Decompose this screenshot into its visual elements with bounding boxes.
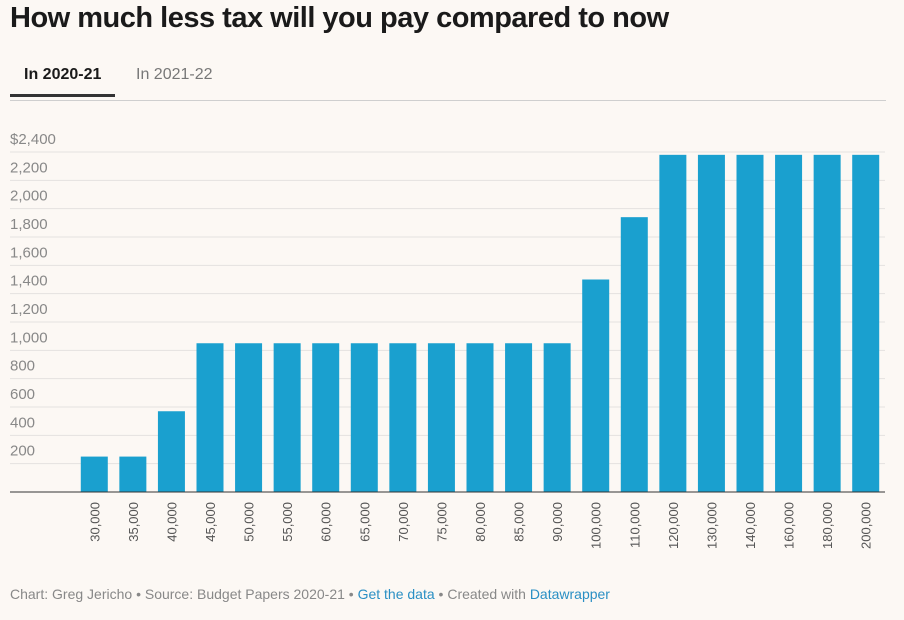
x-tick-label: 85,000 — [512, 502, 527, 542]
x-tick-label: 50,000 — [242, 502, 257, 542]
x-tick-label: 100,000 — [589, 502, 604, 549]
bar — [389, 343, 417, 492]
footer: Chart: Greg Jericho • Source: Budget Pap… — [10, 586, 610, 602]
bar — [273, 343, 301, 492]
bar — [350, 343, 378, 492]
y-tick-label: 1,600 — [10, 244, 48, 261]
x-tick-label: 200,000 — [859, 502, 874, 549]
tab[interactable]: In 2021-22 — [136, 66, 213, 83]
bar — [505, 343, 533, 492]
bar — [80, 456, 108, 492]
bar — [543, 343, 571, 492]
bar — [736, 154, 764, 493]
source: Source: Budget Papers 2020-21 — [144, 586, 345, 602]
y-tick-label: 600 — [10, 386, 35, 403]
x-tick-label: 65,000 — [357, 502, 372, 542]
bar — [813, 154, 841, 493]
x-tick-label: 75,000 — [434, 502, 449, 542]
y-tick-label: 2,200 — [10, 159, 48, 176]
bar — [659, 154, 687, 493]
y-tick-label: $2,400 — [10, 131, 56, 148]
bar — [775, 154, 803, 493]
y-tick-label: 1,800 — [10, 216, 48, 233]
bar — [620, 217, 648, 492]
tab-bar: In 2020-21 In 2021-22 — [10, 62, 886, 101]
datawrapper-link[interactable]: Datawrapper — [529, 586, 610, 602]
x-tick-label: 180,000 — [820, 502, 835, 549]
x-tick-label: 110,000 — [627, 502, 642, 548]
x-tick-label: 55,000 — [280, 502, 295, 542]
bar — [697, 154, 725, 493]
bar — [466, 343, 494, 492]
x-tick-label: 80,000 — [473, 502, 488, 542]
bar — [427, 343, 455, 492]
x-tick-label: 60,000 — [319, 502, 334, 542]
x-tick-label: 90,000 — [550, 502, 565, 542]
separator: • — [438, 586, 444, 602]
separator: • — [136, 586, 141, 602]
separator: • — [348, 586, 354, 602]
y-tick-label: 1,400 — [10, 273, 48, 290]
bar — [582, 279, 610, 492]
y-tick-label: 800 — [10, 358, 35, 375]
x-tick-label: 45,000 — [203, 502, 218, 542]
chart-title: How much less tax will you pay compared … — [10, 2, 669, 34]
bar — [196, 343, 224, 492]
data-link[interactable]: Get the data — [357, 586, 435, 602]
y-tick-label: 1,200 — [10, 301, 48, 318]
tab[interactable]: In 2020-21 — [10, 66, 116, 97]
y-tick-label: 400 — [10, 414, 35, 431]
x-tick-label: 160,000 — [782, 502, 797, 549]
bar — [235, 343, 263, 492]
x-tick-label: 140,000 — [743, 502, 758, 549]
chart: 200 400 600 800 1,000 1,200 1,400 1,600 1,800 2,0… — [10, 131, 885, 549]
y-tick-label: 2,000 — [10, 188, 48, 205]
x-tick-label: 35,000 — [126, 502, 141, 542]
y-tick-label: 200 — [10, 443, 35, 460]
bar — [312, 343, 340, 492]
x-tick-label: 120,000 — [666, 502, 681, 549]
credit: Chart: Greg Jericho — [10, 586, 133, 602]
x-tick-label: 70,000 — [396, 502, 411, 542]
bar — [157, 411, 185, 492]
x-tick-label: 40,000 — [164, 502, 179, 542]
bar — [119, 456, 147, 492]
x-tick-label: 30,000 — [87, 502, 102, 542]
x-tick-label: 130,000 — [704, 502, 719, 549]
created-with: Created with — [447, 586, 526, 602]
bar — [852, 154, 880, 493]
y-tick-label: 1,000 — [10, 329, 48, 346]
